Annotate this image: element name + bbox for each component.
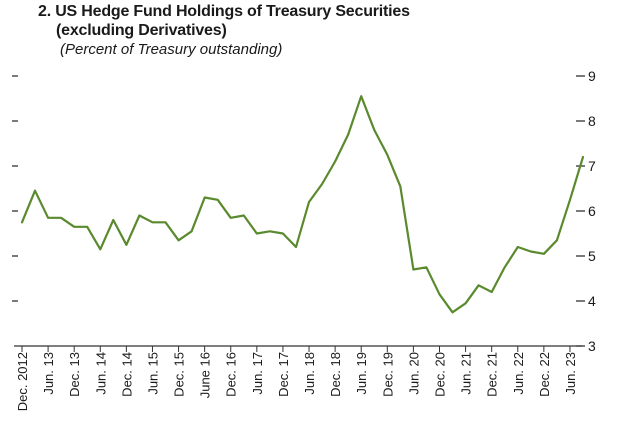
y-tick-label: 3 bbox=[588, 338, 596, 354]
data-point bbox=[216, 199, 219, 201]
x-tick-label: Dec. 15 bbox=[172, 352, 187, 397]
data-point bbox=[203, 196, 206, 199]
data-point bbox=[269, 230, 271, 233]
y-tick-label: 6 bbox=[588, 203, 596, 219]
x-tick-label: Dec. 14 bbox=[119, 352, 134, 397]
data-point bbox=[255, 232, 258, 235]
x-tick-label: Jun. 15 bbox=[145, 352, 160, 395]
data-point bbox=[412, 268, 415, 271]
x-tick-label: Jun. 17 bbox=[250, 352, 265, 395]
data-point bbox=[151, 221, 154, 224]
x-tick-label: Jun. 23 bbox=[563, 352, 578, 395]
data-point bbox=[21, 221, 23, 224]
data-point bbox=[530, 250, 532, 253]
x-tick-label: Dec. 19 bbox=[380, 352, 395, 397]
x-tick-label: Jun. 22 bbox=[511, 352, 526, 395]
data-point bbox=[125, 244, 128, 246]
data-point bbox=[282, 232, 284, 235]
x-tick-label: Jun. 19 bbox=[354, 352, 369, 395]
data-point bbox=[503, 266, 506, 269]
y-tick-label: 8 bbox=[588, 113, 596, 129]
data-point bbox=[190, 230, 193, 233]
y-tick-label: 9 bbox=[588, 68, 596, 84]
data-point bbox=[360, 95, 363, 97]
data-point bbox=[86, 226, 88, 228]
chart-title-line2: (excluding Derivatives) bbox=[56, 22, 227, 39]
y-tick-label: 5 bbox=[588, 248, 596, 264]
data-point bbox=[295, 246, 297, 248]
data-point bbox=[582, 156, 584, 158]
x-tick-label: Jun. 14 bbox=[93, 352, 108, 395]
x-tick-label: Dec. 16 bbox=[224, 352, 239, 397]
data-point bbox=[164, 221, 167, 224]
data-point bbox=[47, 217, 49, 219]
data-point bbox=[112, 219, 115, 221]
data-point bbox=[243, 214, 245, 217]
data-point bbox=[229, 217, 232, 219]
chart-subtitle: (Percent of Treasury outstanding) bbox=[60, 41, 283, 58]
data-point bbox=[517, 246, 519, 248]
y-tick-label: 7 bbox=[588, 158, 596, 174]
x-tick-label: Jun. 21 bbox=[459, 352, 474, 395]
data-point bbox=[464, 302, 467, 305]
data-point bbox=[438, 293, 441, 296]
x-tick-label: Dec. 13 bbox=[67, 352, 82, 397]
data-point bbox=[99, 248, 102, 251]
chart-title: 2. US Hedge Fund Holdings of Treasury Se… bbox=[38, 3, 410, 20]
series-line bbox=[20, 95, 585, 314]
y-tick-label: 4 bbox=[588, 293, 596, 309]
data-point bbox=[321, 183, 323, 185]
data-point bbox=[477, 284, 480, 287]
data-point bbox=[373, 129, 376, 131]
x-tick-label: June 16 bbox=[198, 352, 213, 398]
data-point bbox=[451, 311, 454, 314]
x-tick-label: Dec. 17 bbox=[276, 352, 291, 397]
data-point bbox=[60, 217, 62, 219]
data-point bbox=[308, 201, 310, 203]
data-point bbox=[138, 214, 141, 217]
data-point bbox=[490, 291, 493, 293]
x-tick-label: Jun. 18 bbox=[302, 352, 317, 395]
data-point bbox=[399, 185, 402, 188]
data-point bbox=[177, 239, 180, 242]
data-point bbox=[556, 239, 558, 242]
x-tick-label: Dec. 18 bbox=[328, 352, 343, 397]
data-point bbox=[334, 160, 336, 163]
data-point bbox=[386, 154, 389, 156]
data-point bbox=[73, 226, 75, 228]
data-point bbox=[347, 133, 350, 136]
data-point bbox=[425, 266, 428, 269]
x-tick-label: Jun. 13 bbox=[41, 352, 56, 395]
data-point bbox=[543, 253, 545, 255]
title-block: 2. US Hedge Fund Holdings of Treasury Se… bbox=[38, 2, 410, 59]
x-tick-label: Dec. 21 bbox=[485, 352, 500, 397]
data-point bbox=[34, 189, 36, 192]
x-tick-label: Dec. 22 bbox=[537, 352, 552, 397]
x-tick-label: Jun. 20 bbox=[406, 352, 421, 395]
x-tick-label: Dec. 20 bbox=[432, 352, 447, 397]
data-point bbox=[569, 199, 571, 201]
x-tick-label: Dec. 2012 bbox=[15, 352, 30, 411]
